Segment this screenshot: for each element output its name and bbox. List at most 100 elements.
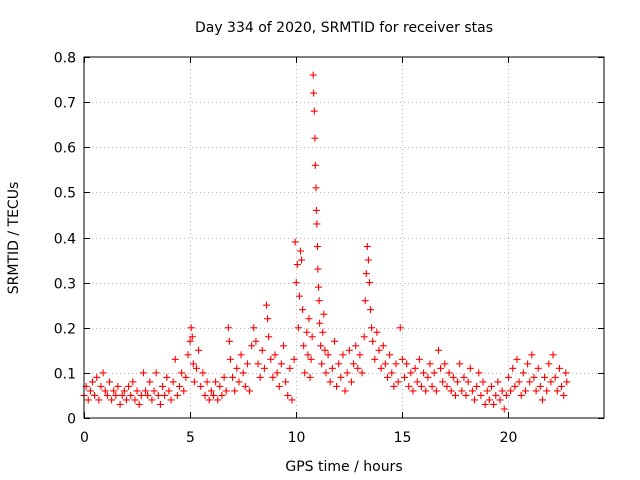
data-point xyxy=(558,382,566,390)
data-point xyxy=(371,355,379,363)
data-point xyxy=(507,387,515,395)
data-point xyxy=(214,396,222,404)
data-point xyxy=(300,342,308,350)
data-point xyxy=(541,373,549,381)
data-point xyxy=(481,400,489,408)
data-point xyxy=(299,306,307,314)
data-point xyxy=(105,378,113,386)
data-point xyxy=(415,355,423,363)
data-point xyxy=(449,373,457,381)
x-tick-label: 15 xyxy=(394,430,412,446)
data-point xyxy=(310,107,318,115)
data-point xyxy=(547,378,555,386)
data-point xyxy=(318,360,326,368)
data-point xyxy=(405,382,413,390)
data-point xyxy=(521,387,529,395)
data-point xyxy=(432,387,440,395)
data-point xyxy=(263,301,271,309)
data-point xyxy=(468,387,476,395)
data-point xyxy=(293,261,301,269)
data-point xyxy=(275,382,283,390)
data-point xyxy=(152,369,160,377)
data-point xyxy=(341,387,349,395)
data-point xyxy=(396,324,404,332)
data-point xyxy=(203,378,211,386)
data-point xyxy=(420,369,428,377)
data-point xyxy=(86,387,94,395)
data-point xyxy=(91,391,99,399)
data-point xyxy=(184,351,192,359)
data-point xyxy=(260,364,268,372)
data-point xyxy=(254,360,262,368)
data-point xyxy=(284,391,292,399)
data-point xyxy=(110,387,118,395)
data-point xyxy=(451,391,459,399)
data-point xyxy=(218,391,226,399)
data-point xyxy=(400,373,408,381)
data-point xyxy=(112,391,120,399)
data-point xyxy=(492,391,500,399)
data-point xyxy=(182,373,190,381)
data-point xyxy=(290,355,298,363)
y-axis-label: SRMTID / TECUs xyxy=(6,182,22,295)
data-point xyxy=(154,391,162,399)
data-point xyxy=(224,324,232,332)
data-point xyxy=(239,369,247,377)
data-point xyxy=(304,351,312,359)
data-point xyxy=(373,328,381,336)
data-point xyxy=(235,378,243,386)
y-tick-label: 0.6 xyxy=(54,141,76,157)
data-point xyxy=(309,71,317,79)
data-point xyxy=(167,396,175,404)
data-point xyxy=(122,396,130,404)
y-tick-label: 0.4 xyxy=(54,232,76,248)
data-point xyxy=(146,378,154,386)
data-point xyxy=(88,378,96,386)
data-point xyxy=(189,360,197,368)
data-point xyxy=(192,364,200,372)
data-point xyxy=(314,265,322,273)
data-point xyxy=(282,378,290,386)
data-point xyxy=(97,382,105,390)
data-point xyxy=(398,355,406,363)
data-point xyxy=(313,220,321,228)
data-point xyxy=(291,238,299,246)
data-point xyxy=(163,373,171,381)
data-point xyxy=(524,360,532,368)
data-point xyxy=(296,247,304,255)
data-point xyxy=(139,369,147,377)
data-point xyxy=(116,400,124,408)
data-point xyxy=(312,206,320,214)
data-point xyxy=(437,364,445,372)
data-point xyxy=(360,333,368,341)
data-point xyxy=(532,387,540,395)
data-point xyxy=(430,369,438,377)
data-point xyxy=(504,373,512,381)
data-point xyxy=(483,387,491,395)
x-tick-label: 10 xyxy=(288,430,306,446)
data-point xyxy=(315,297,323,305)
data-point xyxy=(479,378,487,386)
data-point xyxy=(375,346,383,354)
x-axis-label: GPS time / hours xyxy=(285,459,402,475)
data-point xyxy=(426,360,434,368)
data-point xyxy=(315,283,323,291)
data-point xyxy=(439,378,447,386)
data-point xyxy=(319,328,327,336)
y-tick-label: 0.7 xyxy=(54,96,76,112)
y-tick-label: 0.5 xyxy=(54,186,76,202)
data-point xyxy=(173,391,181,399)
data-point xyxy=(379,342,387,350)
data-point xyxy=(84,396,92,404)
data-point xyxy=(148,396,156,404)
data-point xyxy=(150,387,158,395)
data-point xyxy=(308,333,316,341)
data-point xyxy=(403,360,411,368)
data-point xyxy=(265,333,273,341)
data-point xyxy=(381,360,389,368)
plot-frame xyxy=(83,56,605,419)
data-point xyxy=(560,391,568,399)
data-point xyxy=(246,387,254,395)
data-point xyxy=(337,373,345,381)
data-point xyxy=(286,364,294,372)
